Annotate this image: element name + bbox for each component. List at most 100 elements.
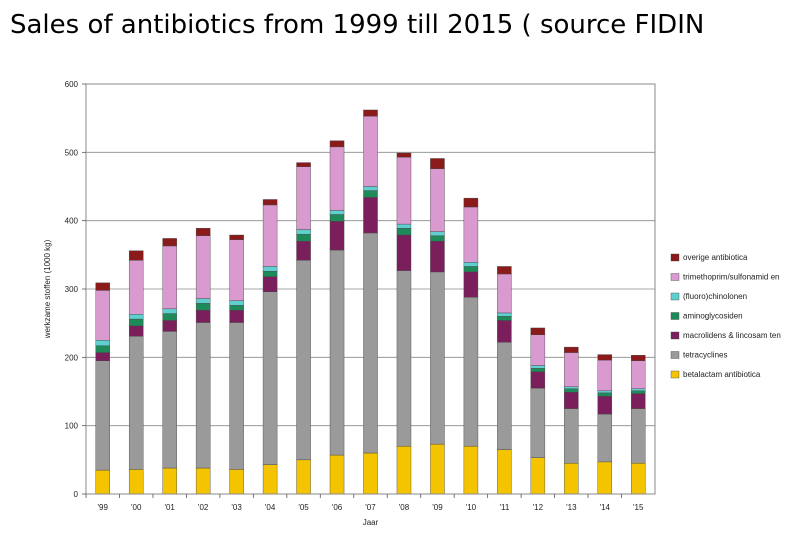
bar-segment [564, 408, 579, 464]
bar-segment [463, 445, 479, 495]
bar-segment [631, 393, 646, 409]
axes: 0 100 200 300 400 500 600 '99 '00 '01 '02 '03 '04 '05… [43, 80, 656, 527]
bar-segment [430, 240, 445, 273]
bar-segment [463, 206, 479, 263]
bar-segment [463, 271, 479, 298]
legend-swatch [670, 292, 680, 301]
x-tick-label: '07 [365, 503, 376, 512]
bar-segment [95, 469, 110, 495]
legend-label: macrolidens & lincosam ten [683, 331, 781, 340]
bar-segment [430, 158, 445, 169]
bar-segment [262, 204, 278, 267]
bar-segment [497, 342, 512, 450]
bar-segment [497, 273, 512, 314]
bar-segment [497, 449, 512, 495]
bar-segment [128, 469, 144, 495]
y-tick-label: 300 [65, 285, 79, 294]
bar-segment [162, 467, 177, 495]
bar-segment [296, 459, 311, 495]
bar-segment [296, 260, 311, 461]
bar-segment [95, 360, 110, 471]
bar-segment [329, 221, 345, 251]
x-axis-title: Jaar [363, 518, 379, 527]
bar-segment [396, 270, 412, 447]
legend-swatch [670, 273, 680, 281]
bar-segment [162, 313, 177, 321]
bar-segment [195, 235, 211, 299]
page-title: Sales of antibiotics from 1999 till 2015… [10, 10, 705, 40]
bar-segment [128, 318, 144, 327]
x-tick-label: '10 [466, 503, 477, 512]
bar-segment [195, 467, 211, 495]
bar-segment [564, 463, 579, 495]
bar-segment [329, 140, 345, 148]
bar-segment [564, 346, 579, 353]
bar-segment [530, 365, 546, 369]
bar-segment [229, 300, 244, 306]
bar-segment [463, 262, 479, 267]
bar-segment [296, 240, 311, 261]
bar-segment [597, 392, 613, 397]
bar-segment [497, 316, 512, 321]
x-tick-label: '13 [566, 503, 577, 512]
bar-segment [463, 297, 479, 447]
bar-segment [195, 309, 211, 323]
bar-segment [128, 314, 144, 320]
x-tick-label: '05 [298, 503, 309, 512]
bar-segment [229, 322, 244, 470]
bar-segment [497, 266, 512, 275]
bar-segment [162, 320, 177, 332]
legend-swatch [670, 253, 680, 262]
x-tick-label: '12 [533, 503, 544, 512]
bar-segment [497, 312, 512, 317]
bar-segment [463, 197, 479, 208]
legend-swatch [670, 370, 680, 379]
bar-segment [229, 239, 244, 301]
bar-segment [95, 340, 110, 346]
bar-segment [597, 354, 613, 361]
bar-segment [128, 260, 144, 315]
bar-segment [430, 271, 445, 445]
bars [95, 109, 646, 495]
bar-segment [597, 390, 613, 394]
bar-segment [530, 371, 546, 389]
bar-segment [162, 331, 177, 469]
bar-segment [631, 390, 646, 394]
bar-segment [229, 469, 244, 495]
y-tick-label: 0 [74, 490, 79, 499]
bar-segment [564, 386, 579, 389]
bar-segment [195, 322, 211, 469]
x-tick-label: '03 [231, 503, 242, 512]
bar-segment [564, 352, 579, 387]
bar-segment [396, 156, 412, 225]
x-tick-label: '99 [98, 503, 109, 512]
y-tick-label: 500 [65, 148, 79, 157]
bar-segment [262, 271, 278, 277]
bar-segment [363, 186, 378, 191]
bar-segment [95, 352, 110, 361]
bar-segment [95, 345, 110, 353]
bar-segment [363, 190, 378, 198]
bar-segment [229, 234, 244, 240]
y-axis-title: werkzame stoffen (1000 kg) [43, 239, 52, 339]
bar-segment [430, 235, 445, 242]
bar-segment [530, 368, 546, 372]
bar-segment [396, 234, 412, 271]
bar-segment [396, 445, 412, 495]
bar-segment [597, 359, 613, 392]
bar-segment [195, 227, 211, 236]
bar-segment [497, 320, 512, 343]
bar-segment [530, 334, 546, 366]
bar-segment [363, 232, 378, 454]
bar-segment [631, 463, 646, 495]
bar-segment [430, 231, 445, 236]
bar-segment [262, 266, 278, 272]
bar-segment [564, 388, 579, 393]
legend-label: betalactam antibiotica [683, 370, 761, 379]
bar-segment [463, 266, 479, 273]
bar-segment [329, 454, 345, 495]
x-tick-label: '01 [164, 503, 175, 512]
x-tick-label: '04 [265, 503, 276, 512]
bar-segment [396, 227, 412, 236]
